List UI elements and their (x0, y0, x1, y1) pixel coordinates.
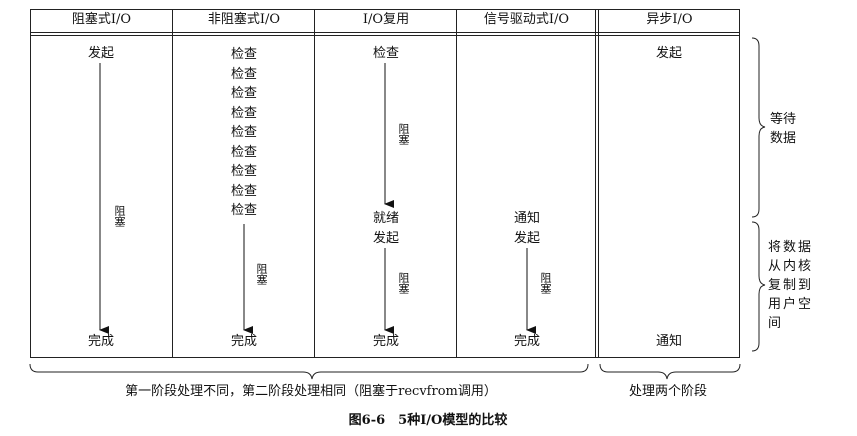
bottom-brace-right (599, 363, 741, 380)
table-frame (30, 9, 740, 358)
footer-right-note: 处理两个阶段 (628, 384, 708, 399)
async-notify: 通知 (655, 334, 683, 349)
header-multiplex: I/O复用 (362, 12, 410, 27)
multiplex-check: 检查 (372, 46, 400, 61)
nonblocking-check: 检查 (230, 47, 258, 62)
figure-caption: 图6-6 5种I/O模型的比较 (348, 413, 508, 428)
nonblocking-block-label: 阻塞 (255, 263, 268, 285)
nonblocking-check: 检查 (230, 66, 258, 82)
signal-start: 发起 (513, 231, 541, 246)
multiplex-end: 完成 (372, 334, 400, 349)
blocking-end: 完成 (87, 334, 115, 349)
signal-notify: 通知 (513, 211, 541, 226)
nonblocking-check: 检查 (230, 105, 258, 121)
nonblocking-check: 检查 (230, 183, 258, 199)
nonblocking-end: 完成 (230, 334, 258, 349)
multiplex-block2-label: 阻塞 (397, 272, 410, 294)
footer-left-note: 第一阶段处理不同，第二阶段处理相同（阻塞于recvfrom调用） (125, 384, 497, 399)
nonblocking-check: 检查 (230, 86, 258, 101)
blocking-start: 发起 (87, 46, 115, 61)
signal-end: 完成 (513, 334, 541, 349)
header-blocking: 阻塞式I/O (71, 12, 132, 27)
multiplex-block1-label: 阻塞 (397, 123, 410, 145)
nonblocking-check: 检查 (230, 125, 258, 140)
nonblocking-check: 检查 (230, 144, 258, 160)
nonblocking-checks: 检查 检查 检查 检查 检查 检查 检查 检查 检查 (231, 45, 257, 221)
multiplex-start: 发起 (372, 231, 400, 246)
phase-wait-label: 等待 数据 (770, 112, 797, 146)
header-async: 异步I/O (646, 12, 693, 27)
copy-brace (751, 221, 766, 352)
nonblocking-check: 检查 (230, 203, 258, 218)
signal-block-label: 阻塞 (539, 272, 552, 294)
nonblocking-check: 检查 (230, 164, 258, 179)
blocking-block-label: 阻塞 (113, 205, 126, 227)
async-start: 发起 (655, 46, 683, 61)
header-nonblocking: 非阻塞式I/O (207, 12, 281, 27)
bottom-brace-left (29, 363, 589, 380)
multiplex-ready: 就绪 (372, 211, 400, 226)
header-signal: 信号驱动式I/O (483, 12, 570, 27)
phase-copy-label: 将数据 从内核 复制到 用户空 间 (768, 240, 814, 331)
wait-brace (751, 37, 766, 218)
